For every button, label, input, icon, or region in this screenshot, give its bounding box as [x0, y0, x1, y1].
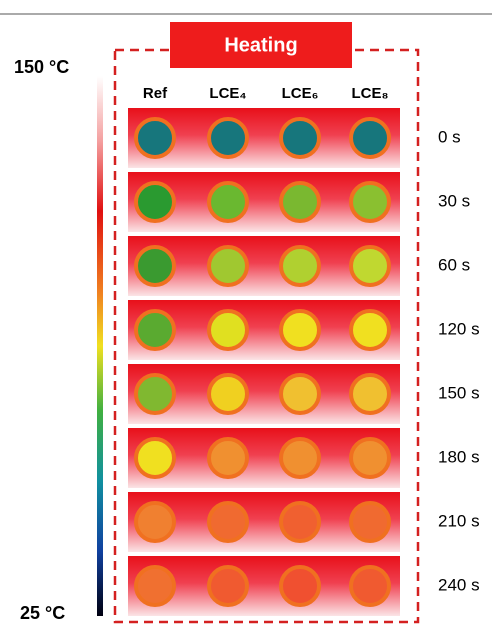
- sample-disc: [281, 439, 319, 477]
- row-label: 60 s: [438, 255, 470, 274]
- row-label: 30 s: [438, 191, 470, 210]
- sample-disc: [209, 247, 247, 285]
- sample-disc: [281, 247, 319, 285]
- sample-disc: [209, 311, 247, 349]
- figure: Heating 150 °C 25 °C Ref LCE₄ LCE₆ LCE₈ 0 s 3…: [0, 0, 492, 626]
- banner-text: Heating: [224, 34, 297, 56]
- sample-disc: [136, 375, 174, 413]
- sample-disc: [209, 375, 247, 413]
- sample-disc: [351, 311, 389, 349]
- sample-disc: [209, 567, 247, 605]
- sample-disc: [281, 119, 319, 157]
- sample-disc: [351, 567, 389, 605]
- sample-disc: [351, 119, 389, 157]
- column-header: LCE₈: [351, 85, 388, 102]
- row-label: 120 s: [438, 319, 480, 338]
- scale-max: 150 °C: [14, 57, 69, 77]
- sample-disc: [136, 503, 174, 541]
- row-label: 210 s: [438, 511, 480, 530]
- scale-min: 25 °C: [20, 603, 65, 623]
- sample-disc: [136, 311, 174, 349]
- sample-disc: [209, 503, 247, 541]
- sample-disc: [351, 375, 389, 413]
- color-bar: [97, 76, 103, 616]
- sample-disc: [281, 183, 319, 221]
- sample-disc: [281, 567, 319, 605]
- sample-disc: [209, 439, 247, 477]
- sample-disc: [351, 183, 389, 221]
- row-label: 150 s: [438, 383, 480, 402]
- column-header: Ref: [143, 85, 168, 102]
- column-header: LCE₄: [209, 85, 246, 102]
- sample-disc: [136, 439, 174, 477]
- sample-disc: [209, 183, 247, 221]
- sample-disc: [136, 183, 174, 221]
- sample-disc: [209, 119, 247, 157]
- row-label: 240 s: [438, 575, 480, 594]
- sample-disc: [281, 503, 319, 541]
- sample-disc: [136, 119, 174, 157]
- sample-disc: [281, 375, 319, 413]
- sample-disc: [281, 311, 319, 349]
- sample-disc: [136, 567, 174, 605]
- column-header: LCE₆: [282, 85, 319, 102]
- row-label: 0 s: [438, 127, 461, 146]
- sample-disc: [351, 247, 389, 285]
- sample-disc: [351, 439, 389, 477]
- sample-disc: [136, 247, 174, 285]
- sample-disc: [351, 503, 389, 541]
- row-label: 180 s: [438, 447, 480, 466]
